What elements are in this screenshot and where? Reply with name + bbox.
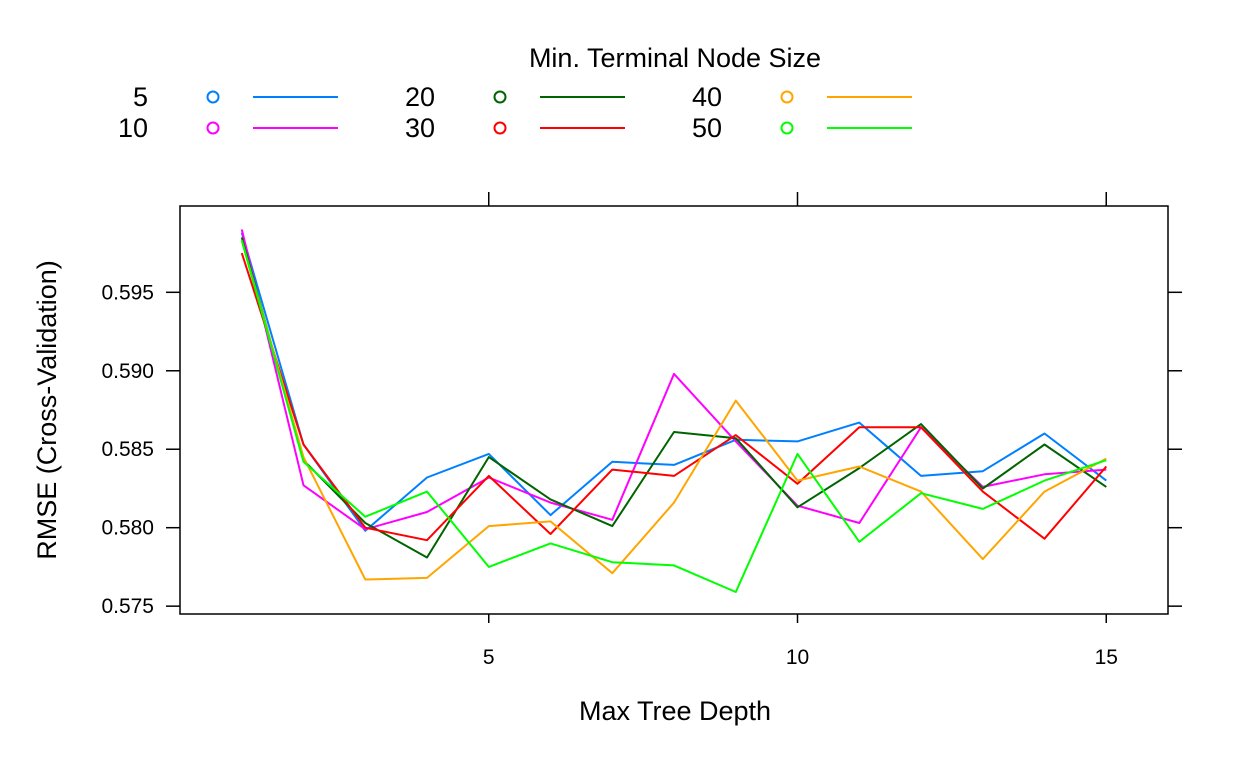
legend-label: 10 — [118, 113, 148, 143]
legend-entry-5: 5 — [133, 82, 338, 112]
series-line-50 — [240, 240, 1107, 593]
legend-entry-30: 30 — [405, 113, 625, 143]
x-axis-title: Max Tree Depth — [579, 696, 771, 726]
y-tick-label: 0.585 — [101, 438, 154, 461]
legend-entry-20: 20 — [405, 82, 625, 112]
legend-marker — [206, 121, 220, 135]
y-tick-label: 0.580 — [101, 517, 154, 540]
x-tick-label: 5 — [483, 646, 495, 669]
series-line-5 — [240, 232, 1107, 532]
legend-label: 20 — [405, 82, 435, 112]
legend-marker — [780, 90, 794, 104]
legend-entry-50: 50 — [692, 113, 912, 143]
legend-entry-40: 40 — [692, 82, 912, 112]
y-axis-title: RMSE (Cross-Validation) — [32, 260, 62, 560]
x-tick-label: 15 — [1095, 646, 1118, 669]
y-tick-label: 0.595 — [101, 281, 154, 304]
series-line-40 — [240, 240, 1107, 581]
axes: 5 10 15 0.575 0.580 0.585 0.590 0.595 — [101, 192, 1182, 669]
plot-frame — [179, 205, 1169, 615]
legend-marker — [493, 121, 507, 135]
legend-label: 40 — [692, 82, 722, 112]
y-tick-label: 0.590 — [101, 360, 154, 383]
legend-marker — [206, 90, 220, 104]
legend-marker — [493, 90, 507, 104]
legend-label: 50 — [692, 113, 722, 143]
legend-title: Min. Terminal Node Size — [529, 43, 821, 73]
x-tick-label: 10 — [786, 646, 809, 669]
legend-marker — [780, 121, 794, 135]
legend-label: 30 — [405, 113, 435, 143]
series-line-20 — [240, 237, 1107, 559]
series-lines — [240, 229, 1108, 593]
legend-label: 5 — [133, 82, 148, 112]
legend-entry-10: 10 — [118, 113, 338, 143]
y-tick-label: 0.575 — [101, 595, 154, 618]
series-line-30 — [240, 252, 1108, 542]
